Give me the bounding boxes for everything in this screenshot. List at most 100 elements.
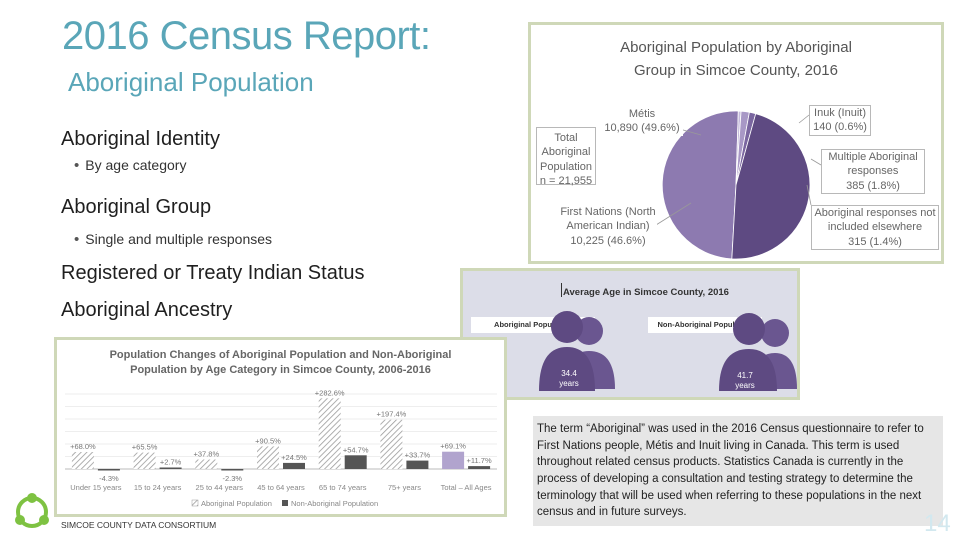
category-label: 15 to 24 years bbox=[134, 483, 182, 492]
bar bbox=[133, 452, 156, 469]
footer-organization: SIMCOE COUNTY DATA CONSORTIUM bbox=[61, 520, 217, 530]
pie-title-line: Aboriginal Population by Aboriginal bbox=[620, 39, 852, 56]
bar bbox=[380, 419, 403, 470]
pie-chart-title: Aboriginal Population by Aboriginal Grou… bbox=[531, 37, 941, 82]
slice-label: First Nations (North bbox=[560, 206, 656, 218]
total-line: Population bbox=[540, 160, 592, 173]
age-number: 34.4 bbox=[561, 369, 577, 378]
data-label: +2.7% bbox=[160, 458, 182, 467]
legend-label: Non-Aboriginal Population bbox=[291, 499, 378, 508]
bullet-dot-icon: • bbox=[74, 157, 80, 174]
slice-value: 10,890 (49.6%) bbox=[604, 122, 680, 135]
data-label: +54.7% bbox=[343, 445, 369, 454]
data-label: +37.8% bbox=[193, 450, 219, 459]
age-unit: years bbox=[735, 381, 755, 391]
slice-value: 10,225 (46.6%) bbox=[570, 234, 646, 247]
population-change-chart-panel: Population Changes of Aboriginal Populat… bbox=[54, 337, 507, 517]
data-label: +24.5% bbox=[281, 453, 307, 462]
pie-title-line: Group in Simcoe County, 2016 bbox=[633, 61, 838, 79]
slice-label: included elsewhere bbox=[827, 221, 923, 234]
bar bbox=[344, 455, 367, 469]
bar bbox=[468, 466, 491, 469]
category-label: Total – All Ages bbox=[441, 483, 492, 492]
sub-bullet-age-category: • By age category bbox=[74, 157, 187, 175]
slice-value: 140 (0.6%) bbox=[813, 121, 867, 134]
pie-label-metis: Métis 10,890 (49.6%) bbox=[601, 107, 683, 136]
slice-value: 315 (1.4%) bbox=[848, 235, 902, 248]
category-label: 65 to 74 years bbox=[319, 483, 367, 492]
bar-title-line: Population Changes of Aboriginal Populat… bbox=[109, 349, 452, 361]
bullet-registered-status: Registered or Treaty Indian Status bbox=[61, 262, 365, 284]
data-label: +69.1% bbox=[440, 442, 466, 451]
slice-label: Aboriginal responses not bbox=[814, 207, 936, 219]
aboriginal-average-age: 34.4 years bbox=[549, 369, 589, 390]
leader-line bbox=[806, 184, 812, 206]
pie-chart-panel: Aboriginal Population by Aboriginal Grou… bbox=[528, 22, 944, 264]
category-label: Under 15 years bbox=[70, 483, 122, 492]
pie-label-inuk: Inuk (Inuit) 140 (0.6%) bbox=[809, 105, 871, 136]
data-label: -2.3% bbox=[223, 474, 243, 483]
bullet-dot-icon: • bbox=[74, 231, 80, 248]
data-label: +11.7% bbox=[467, 456, 492, 465]
leader-line bbox=[655, 202, 692, 226]
bullet-aboriginal-ancestry: Aboriginal Ancestry bbox=[61, 299, 233, 321]
slice-label: responses bbox=[847, 165, 899, 178]
bar bbox=[283, 462, 305, 469]
data-label: +90.5% bbox=[255, 436, 281, 445]
terminology-note: The term “Aboriginal” was used in the 20… bbox=[533, 416, 943, 526]
average-age-title: Average Age in Simcoe County, 2016 bbox=[563, 287, 729, 298]
bar-chart: +68.0% -4.3%Under 15 years +65.5%+2.7% 15 t… bbox=[65, 388, 497, 508]
bar bbox=[442, 451, 465, 469]
legend-swatch bbox=[191, 499, 199, 507]
non-aboriginal-average-age: 41.7 years bbox=[725, 371, 765, 392]
consortium-logo-icon bbox=[15, 493, 49, 528]
pie-label-first-nations: First Nations (North American Indian) 10… bbox=[559, 205, 657, 248]
bullet-aboriginal-group: Aboriginal Group bbox=[61, 196, 212, 218]
sub-bullet-text: Single and multiple responses bbox=[85, 231, 273, 247]
total-population-callout: Total Aboriginal Population n = 21,955 bbox=[536, 127, 596, 187]
category-label: 45 to 64 years bbox=[257, 483, 305, 492]
slice-value: 385 (1.8%) bbox=[846, 179, 900, 192]
aboriginal-people-icon bbox=[539, 311, 615, 391]
pie-slice bbox=[731, 113, 811, 260]
bar bbox=[406, 460, 429, 469]
pie-label-multiple: Multiple Aboriginal responses 385 (1.8%) bbox=[821, 149, 925, 194]
bar-title-line: Population by Age Category in Simcoe Cou… bbox=[130, 363, 431, 376]
average-age-panel: Average Age in Simcoe County, 2016 Abori… bbox=[460, 268, 800, 400]
bar bbox=[318, 398, 341, 469]
total-line: Total bbox=[554, 132, 578, 144]
bar bbox=[97, 469, 120, 471]
non-aboriginal-people-icon bbox=[719, 313, 797, 391]
page-number: 14 bbox=[924, 510, 951, 537]
bullet-aboriginal-identity: Aboriginal Identity bbox=[61, 128, 220, 150]
data-label: -4.3% bbox=[99, 474, 119, 483]
data-label: +197.4% bbox=[376, 410, 406, 419]
bar bbox=[195, 459, 218, 469]
pie-chart bbox=[650, 110, 822, 260]
age-number: 41.7 bbox=[737, 371, 753, 380]
bar-chart-title: Population Changes of Aboriginal Populat… bbox=[57, 348, 504, 378]
leader-line bbox=[810, 158, 822, 166]
leader-line bbox=[798, 114, 810, 124]
data-label: +68.0% bbox=[70, 442, 96, 451]
slide-subtitle: Aboriginal Population bbox=[68, 67, 314, 97]
total-line: n = 21,955 bbox=[539, 174, 593, 187]
bar bbox=[257, 446, 279, 469]
category-label: 75+ years bbox=[388, 483, 421, 492]
data-label: +282.6% bbox=[315, 388, 345, 397]
sub-bullet-responses: • Single and multiple responses bbox=[74, 231, 273, 249]
people-icons bbox=[539, 311, 797, 391]
legend-swatch bbox=[282, 500, 288, 506]
pie-label-not-included: Aboriginal responses not included elsewh… bbox=[811, 205, 939, 250]
slice-label: Métis bbox=[628, 108, 656, 120]
age-unit: years bbox=[559, 379, 579, 389]
text-cursor bbox=[561, 283, 562, 297]
pie-slice bbox=[661, 110, 739, 260]
legend-label: Aboriginal Population bbox=[201, 499, 272, 508]
bar bbox=[159, 467, 182, 469]
slice-label: Multiple Aboriginal bbox=[828, 151, 918, 163]
slice-label: American Indian) bbox=[566, 220, 650, 233]
sub-bullet-text: By age category bbox=[85, 157, 187, 173]
bar bbox=[71, 452, 94, 469]
bar bbox=[221, 469, 244, 471]
